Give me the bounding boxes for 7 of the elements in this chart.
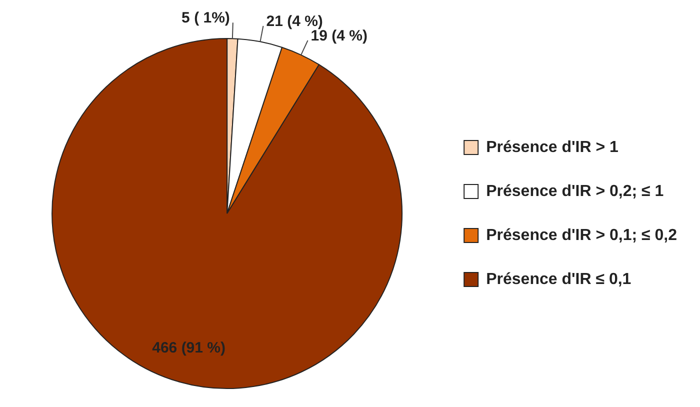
- legend-label: Présence d'IR > 1: [486, 138, 619, 156]
- data-label: 5 ( 1%): [182, 10, 230, 27]
- legend-label: Présence d'IR > 0,1; ≤ 0,2: [486, 226, 678, 244]
- data-label: 466 (91 %): [152, 339, 226, 356]
- data-label: 21 (4 %): [266, 13, 323, 30]
- legend-label: Présence d'IR > 0,2; ≤ 1: [486, 182, 664, 200]
- legend-label: Présence d'IR ≤ 0,1: [486, 270, 632, 288]
